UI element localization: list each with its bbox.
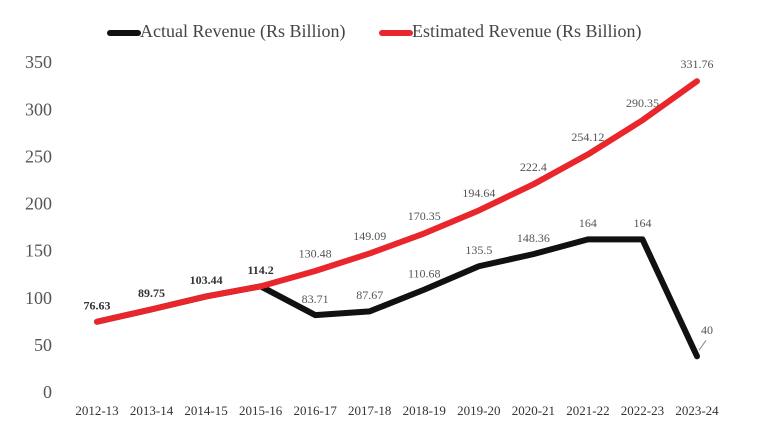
value-label: 87.67 [356,288,383,302]
y-tick-label: 200 [25,194,52,214]
x-tick-label: 2014-15 [184,403,227,418]
x-tick-label: 2022-23 [621,403,664,418]
series-line [94,78,700,325]
x-tick-label: 2013-14 [130,403,174,418]
value-label: 254.12 [571,130,604,144]
value-label: 149.09 [353,229,386,243]
value-label: 135.5 [465,243,492,257]
x-tick-label: 2023-24 [675,403,719,418]
value-label: 130.48 [299,247,332,261]
value-label: 170.35 [408,209,441,223]
series-line [94,236,700,360]
legend-label: Actual Revenue (Rs Billion) [140,21,345,42]
x-tick-label: 2018-19 [403,403,446,418]
value-label: 164 [633,216,651,230]
value-label: 40 [701,323,713,337]
value-label: 114.2 [247,263,273,277]
value-label: 148.36 [517,231,550,245]
legend-label: Estimated Revenue (Rs Billion) [412,21,641,42]
x-tick-label: 2015-16 [239,403,283,418]
value-label: 194.64 [462,186,495,200]
value-label: 164 [579,216,597,230]
y-tick-label: 100 [25,288,52,308]
y-tick-label: 150 [25,241,52,261]
y-tick-label: 50 [34,335,52,355]
value-label: 76.63 [84,298,111,312]
value-label: 89.75 [138,286,165,300]
value-label: 83.71 [302,292,329,306]
x-tick-label: 2016-17 [294,403,338,418]
x-tick-label: 2020-21 [512,403,555,418]
x-tick-label: 2021-22 [566,403,609,418]
x-tick-label: 2017-18 [348,403,391,418]
y-tick-label: 300 [25,99,52,119]
y-tick-label: 250 [25,146,52,166]
value-label: 331.76 [681,57,714,71]
y-tick-label: 350 [25,52,52,72]
leader-line [698,339,707,351]
x-tick-label: 2012-13 [75,403,118,418]
value-label: 103.44 [190,273,223,287]
value-label: 110.68 [408,266,441,280]
x-tick-label: 2019-20 [457,403,500,418]
value-label: 290.35 [626,96,659,110]
value-label: 222.4 [520,160,547,174]
y-tick-label: 0 [43,382,52,402]
